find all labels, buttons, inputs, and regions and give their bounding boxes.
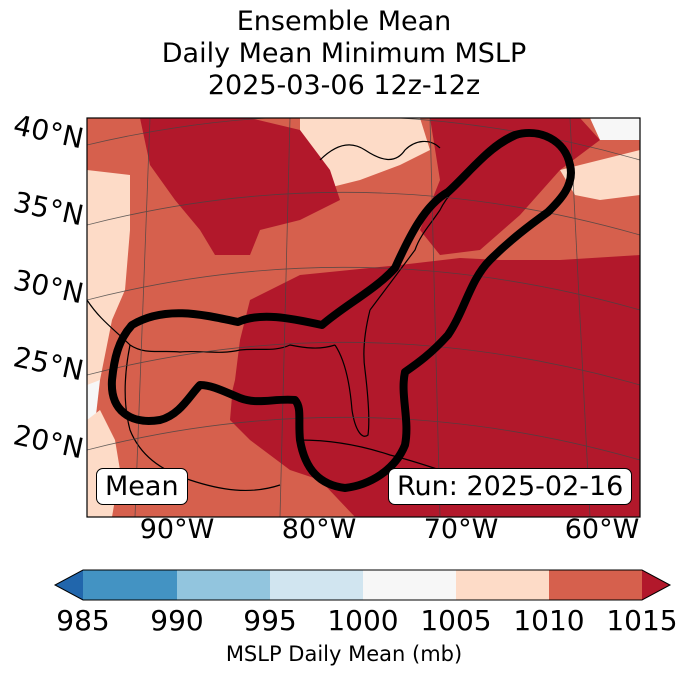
parallel-25 xyxy=(87,341,640,386)
pressure-field-1015-north xyxy=(140,118,340,255)
pressure-field-1005-north xyxy=(300,118,430,190)
parallel-20 xyxy=(87,416,640,461)
colorbar-label: MSLP Daily Mean (mb) xyxy=(225,642,463,666)
colorbar-tick-995: 995 xyxy=(243,604,297,637)
title-line-2: Daily Mean Minimum MSLP xyxy=(161,38,527,69)
colorbar-outline xyxy=(53,569,672,601)
colorbar-tick-985: 985 xyxy=(56,604,110,637)
coastline-florida xyxy=(334,309,371,437)
lon-label-60: 60°W xyxy=(564,514,640,545)
parallel-35 xyxy=(87,191,640,236)
colorbar-bin-1005-1010 xyxy=(456,570,549,600)
coastline-lakes xyxy=(319,140,441,161)
colorbar-bin-995-1000 xyxy=(270,570,363,600)
pressure-field-1005-northeast xyxy=(560,150,640,200)
pressure-field-1000-northeast xyxy=(590,118,640,140)
coastline-mexico xyxy=(124,344,281,492)
pressure-field-1010-gulf xyxy=(150,330,240,430)
colorbar-bin-985-990 xyxy=(83,570,177,600)
colorbar-tick-1015: 1015 xyxy=(606,604,678,637)
map-frame xyxy=(86,117,641,518)
colorbar-tick-1000: 1000 xyxy=(327,604,399,637)
pressure-field-1015-northeast xyxy=(420,118,600,255)
parallel-40 xyxy=(87,118,640,161)
map-panel xyxy=(87,118,640,517)
lon-label-80: 80°W xyxy=(281,514,357,545)
colorbar-bin-1010-1015 xyxy=(549,570,642,600)
mean-label-box: Mean xyxy=(96,468,188,505)
colorbar-bin-1000-1005 xyxy=(363,570,456,600)
colorbar-bin-990-995 xyxy=(177,570,270,600)
title-line-3: 2025-03-06 12z-12z xyxy=(207,70,481,101)
colorbar xyxy=(53,569,672,601)
meridian-70 xyxy=(429,118,441,517)
coastline-cuba xyxy=(299,439,441,471)
colorbar-tick-990: 990 xyxy=(150,604,204,637)
colorbar-extend-high xyxy=(642,570,670,600)
pressure-field-1000-west xyxy=(87,380,100,420)
colorbar-tick-1005: 1005 xyxy=(420,604,492,637)
pressure-field-1005-west xyxy=(87,170,130,395)
lon-label-70: 70°W xyxy=(423,514,499,545)
run-date-box: Run: 2025-02-16 xyxy=(388,468,633,505)
ensemble-contour xyxy=(107,129,575,492)
coastline-gulf xyxy=(87,299,336,353)
colorbar-extend-low xyxy=(55,570,83,600)
meridian-60 xyxy=(569,118,591,517)
title-line-1: Ensemble Mean xyxy=(236,6,452,37)
lon-label-90: 90°W xyxy=(139,514,215,545)
parallel-30 xyxy=(87,266,640,311)
colorbar-tick-1010: 1010 xyxy=(513,604,585,637)
